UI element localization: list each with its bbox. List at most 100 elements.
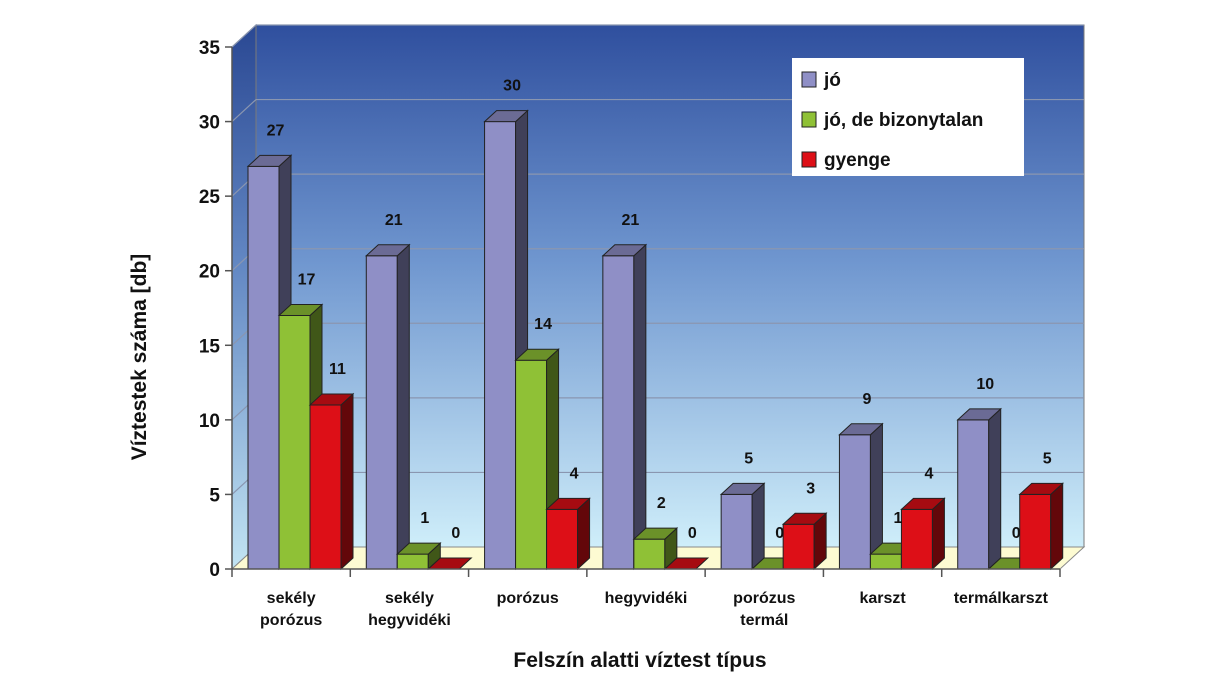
bar xyxy=(1018,482,1064,571)
bar xyxy=(483,109,529,571)
x-tick-label-line: termálkarszt xyxy=(954,590,1049,607)
bar-top xyxy=(308,393,355,406)
bar-front xyxy=(957,419,990,570)
y-tick-label: 20 xyxy=(199,262,220,283)
data-label: 0 xyxy=(775,525,784,542)
x-tick-label-line: sekély xyxy=(385,590,434,607)
legend: jó jó, de bizonytalan gyenge xyxy=(792,58,1024,176)
legend-swatch xyxy=(801,71,817,88)
bar-side xyxy=(396,243,410,571)
bar-front xyxy=(900,508,933,570)
legend-swatch xyxy=(801,151,817,168)
y-tick-label: 10 xyxy=(199,411,220,432)
x-tick-label: termálkarszt xyxy=(954,590,1049,607)
y-axis-title: Víztestek száma [db] xyxy=(128,254,151,461)
bar-top xyxy=(1018,482,1064,495)
gridline xyxy=(231,24,1084,48)
legend-box xyxy=(792,58,1024,176)
data-label: 5 xyxy=(744,450,753,467)
bar xyxy=(545,497,591,571)
bar-front xyxy=(546,508,579,570)
bar-top xyxy=(719,482,766,495)
data-label: 21 xyxy=(385,212,403,229)
x-tick-label-line: termál xyxy=(740,612,788,629)
data-label: 1 xyxy=(893,510,902,527)
data-label: 0 xyxy=(451,525,460,542)
bar-side xyxy=(931,497,945,571)
x-tick-label: sekély porózus xyxy=(260,590,322,629)
bar-side xyxy=(577,497,591,571)
bar-front xyxy=(869,553,902,570)
legend-label: jó xyxy=(823,70,841,91)
legend-label: jó, de bizonytalan xyxy=(823,110,983,131)
bar xyxy=(601,243,648,571)
bar xyxy=(365,243,411,571)
y-tick-label: 30 xyxy=(199,113,220,134)
data-label: 4 xyxy=(924,465,933,482)
bar xyxy=(632,527,679,571)
y-tick-label: 25 xyxy=(199,187,221,208)
y-tick-label: 35 xyxy=(199,38,221,59)
x-tick-label-line: karszt xyxy=(859,590,906,607)
bar-top xyxy=(900,497,946,510)
bar-top xyxy=(365,244,411,257)
bar-side xyxy=(1050,482,1064,571)
x-tick-label-line: hegyvidéki xyxy=(605,590,688,607)
bar-front xyxy=(1019,493,1052,570)
bar xyxy=(308,392,355,571)
bars xyxy=(246,109,1064,571)
bar xyxy=(781,512,828,571)
bar xyxy=(900,497,946,571)
bar-front xyxy=(838,434,871,570)
legend-swatch xyxy=(801,111,817,128)
bar-front xyxy=(278,314,311,570)
x-tick-label-line: hegyvidéki xyxy=(368,612,451,629)
bar-front xyxy=(515,359,548,570)
bar-top xyxy=(838,423,884,436)
y-tick-label: 5 xyxy=(209,485,220,506)
bar-top xyxy=(514,348,560,361)
x-tick-label: porózus termál xyxy=(733,590,795,629)
bar-side xyxy=(988,407,1002,571)
bar-front xyxy=(396,553,429,570)
data-label: 14 xyxy=(534,316,552,333)
bar-front xyxy=(484,121,517,570)
data-label: 4 xyxy=(570,465,579,482)
data-label: 0 xyxy=(688,525,697,542)
bar-side xyxy=(751,482,765,571)
bar-top xyxy=(277,303,324,316)
x-tick-label-line: porózus xyxy=(497,590,559,607)
bar-front xyxy=(720,493,753,570)
data-label: 9 xyxy=(862,391,871,408)
bar-side xyxy=(340,392,354,571)
bar-top xyxy=(601,244,648,257)
data-label: 10 xyxy=(976,376,994,393)
data-label: 5 xyxy=(1043,450,1052,467)
bar-top xyxy=(956,408,1002,421)
x-tick-label-line: sekély xyxy=(267,590,316,607)
data-label: 1 xyxy=(420,510,429,527)
data-label: 27 xyxy=(267,122,285,139)
bar-top xyxy=(781,512,828,525)
bar-front xyxy=(782,523,815,570)
x-tick-label: porózus xyxy=(497,590,559,607)
bar-front xyxy=(602,255,635,570)
bar-top xyxy=(246,154,293,167)
bar-top xyxy=(396,542,442,555)
bar-side xyxy=(633,243,647,571)
x-tick-label: karszt xyxy=(859,590,906,607)
data-label: 21 xyxy=(621,212,639,229)
y-tick-label: 15 xyxy=(199,336,221,357)
bar-front xyxy=(633,538,666,570)
bar-top xyxy=(632,527,679,540)
bar xyxy=(396,541,442,571)
data-label: 30 xyxy=(503,78,521,95)
x-axis-title: Felszín alatti víztest típus xyxy=(513,649,766,672)
x-tick-label: hegyvidéki xyxy=(605,590,688,607)
bar xyxy=(956,407,1002,571)
bar xyxy=(838,422,884,571)
x-tick-label: sekély hegyvidéki xyxy=(368,590,451,629)
bar xyxy=(719,482,766,571)
data-label: 0 xyxy=(1012,525,1021,542)
